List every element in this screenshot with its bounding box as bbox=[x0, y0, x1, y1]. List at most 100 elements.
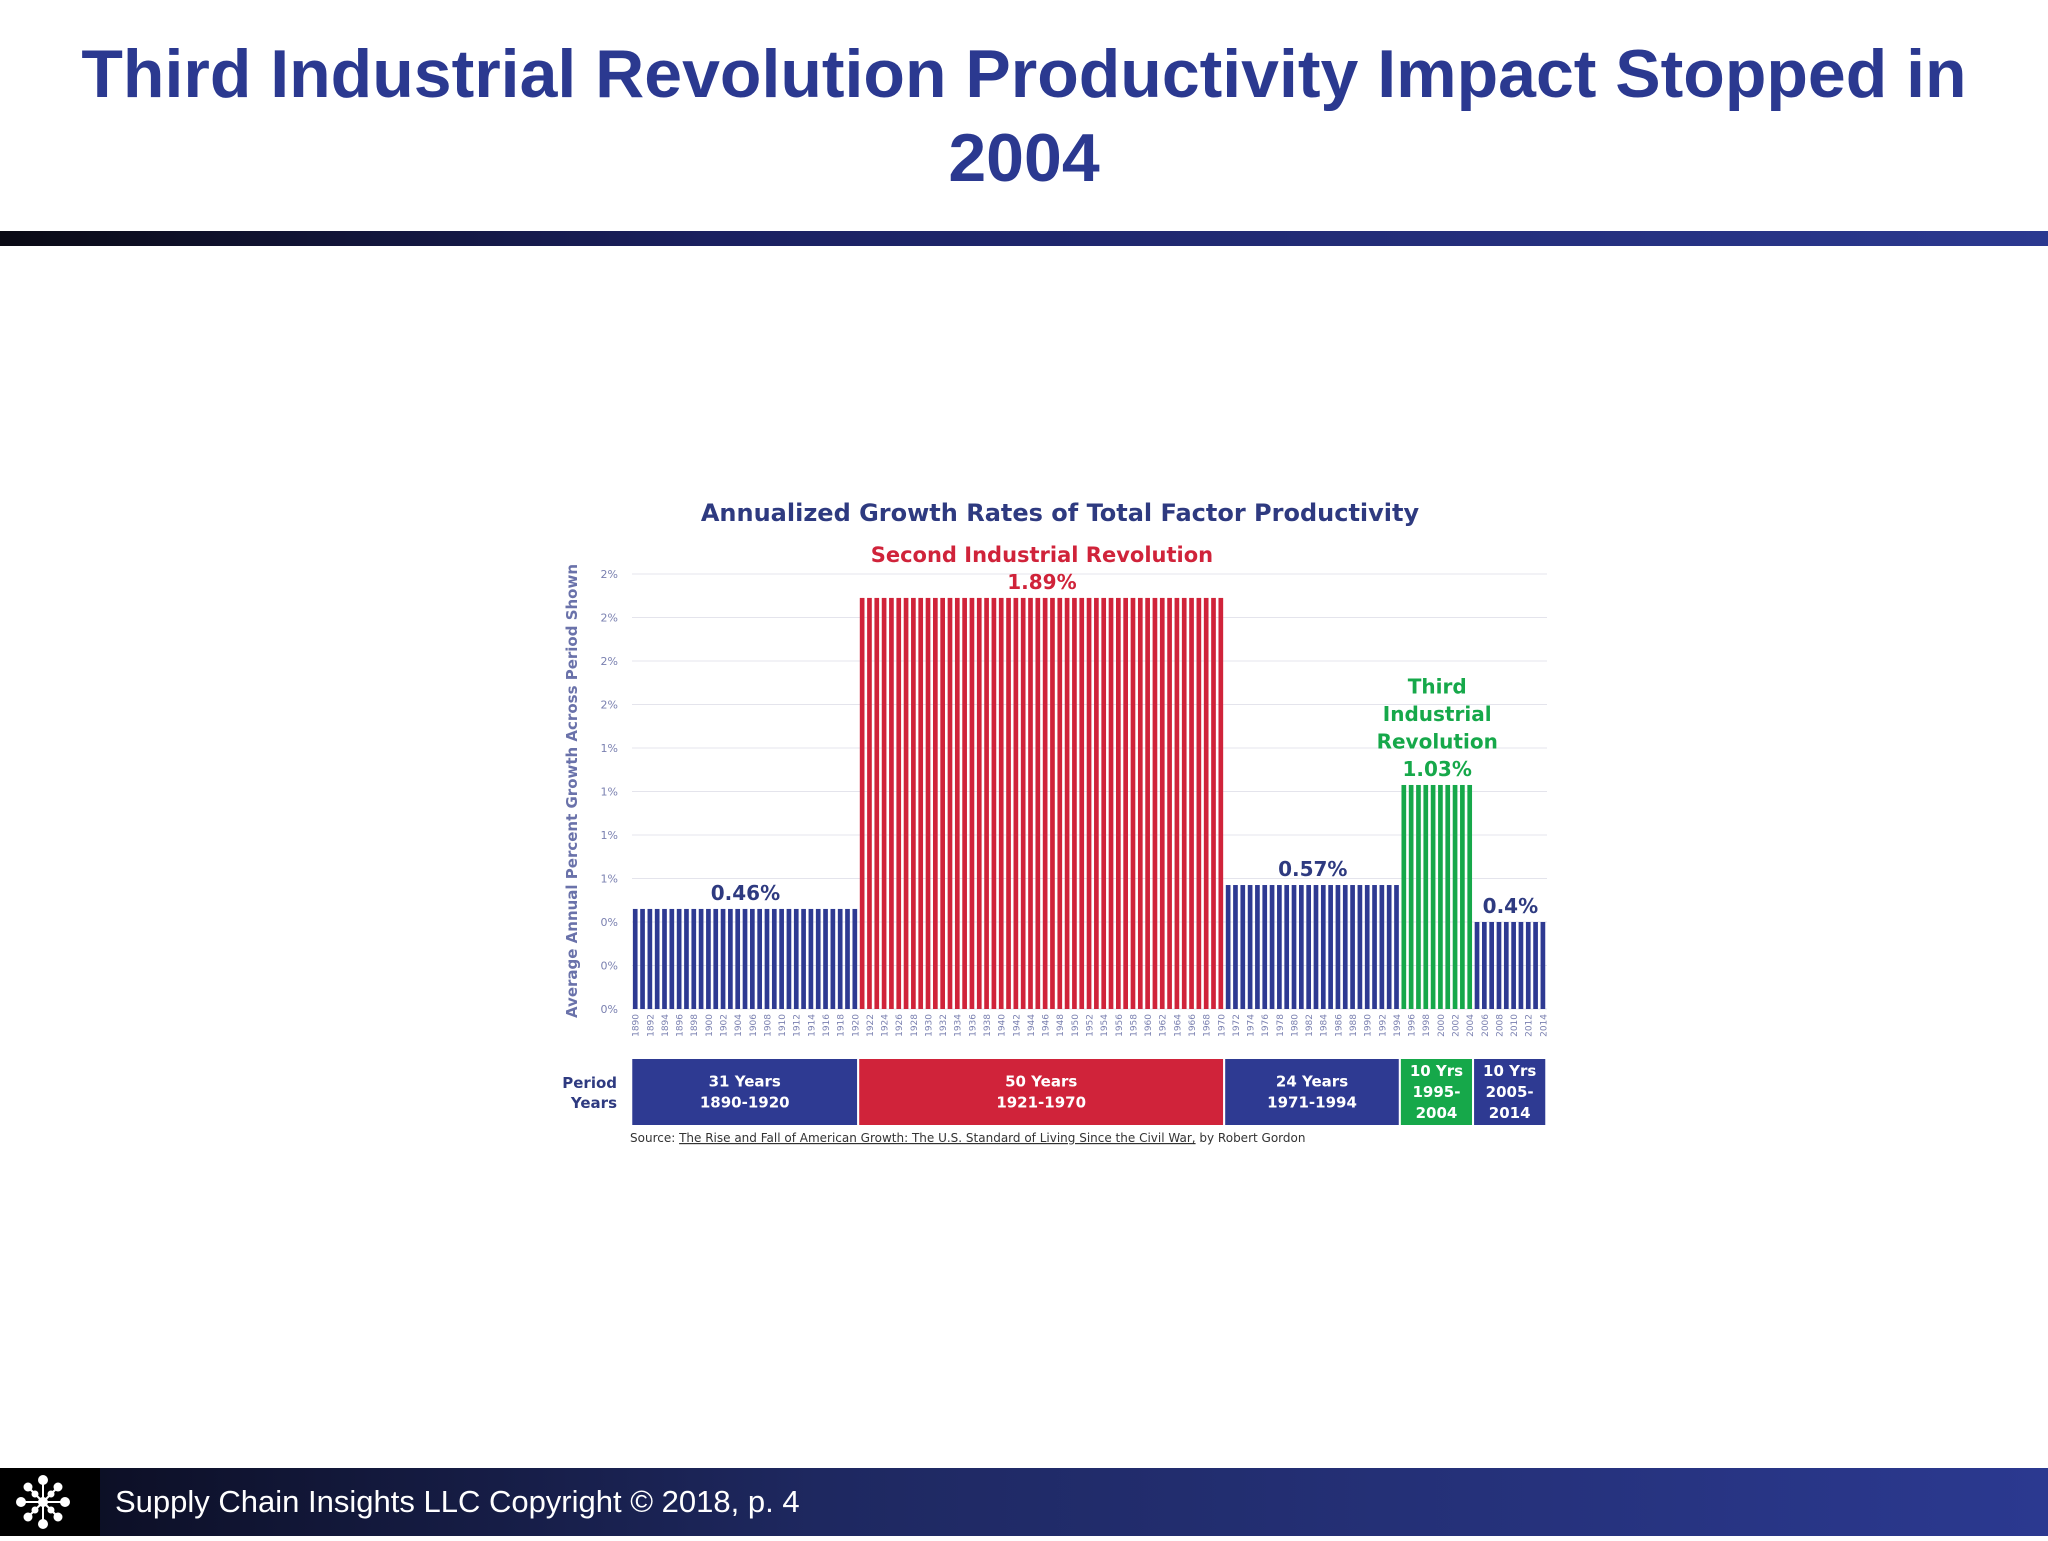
footer-bar: Supply Chain Insights LLC Copyright © 20… bbox=[0, 1468, 2048, 1536]
x-tick-label: 1986 bbox=[1334, 1014, 1344, 1037]
y-tick-label: 0% bbox=[601, 916, 618, 929]
y-tick-label: 2% bbox=[601, 612, 618, 625]
value-label: 1.03% bbox=[1403, 757, 1472, 781]
bar-year-1922 bbox=[867, 597, 872, 1009]
bar-year-1959 bbox=[1137, 597, 1143, 1009]
x-tick-label: 1992 bbox=[1378, 1014, 1388, 1037]
x-tick-label: 1916 bbox=[822, 1014, 832, 1037]
bar-year-1905 bbox=[742, 908, 748, 1009]
bar-year-1913 bbox=[801, 908, 806, 1009]
bar-year-1963 bbox=[1167, 597, 1172, 1009]
period-annotation: Industrial bbox=[1383, 702, 1492, 726]
bar-year-1999 bbox=[1430, 784, 1436, 1009]
x-tick-label: 1914 bbox=[807, 1014, 817, 1037]
y-axis-label: Average Annual Percent Growth Across Per… bbox=[563, 564, 581, 1018]
bar-year-1945 bbox=[1035, 597, 1041, 1009]
bar-year-1891 bbox=[640, 908, 645, 1009]
period-annotation: Revolution bbox=[1377, 729, 1498, 753]
x-tick-label: 1920 bbox=[851, 1014, 861, 1037]
bar-year-1956 bbox=[1115, 597, 1121, 1009]
bar-year-1987 bbox=[1342, 885, 1348, 1009]
bar-year-1967 bbox=[1196, 597, 1202, 1009]
x-tick-label: 1948 bbox=[1056, 1014, 1066, 1037]
bar-year-2006 bbox=[1481, 922, 1487, 1009]
bar-year-1986 bbox=[1335, 885, 1341, 1009]
x-tick-label: 1898 bbox=[690, 1014, 700, 1037]
bar-year-1935 bbox=[962, 597, 967, 1009]
x-tick-label: 1936 bbox=[968, 1014, 978, 1037]
x-tick-label: 1890 bbox=[632, 1014, 642, 1037]
bar-year-1938 bbox=[984, 597, 989, 1009]
x-tick-label: 1906 bbox=[749, 1014, 759, 1037]
period-box-label: 2005- bbox=[1486, 1083, 1534, 1101]
bar-year-1926 bbox=[896, 597, 902, 1009]
x-tick-label: 2010 bbox=[1510, 1014, 1520, 1037]
bar-year-1983 bbox=[1313, 885, 1319, 1009]
bar-year-1947 bbox=[1050, 597, 1055, 1009]
x-tick-label: 1894 bbox=[661, 1014, 671, 1037]
period-annotation: Third bbox=[1408, 674, 1467, 698]
source-note: Source: The Rise and Fall of American Gr… bbox=[630, 1131, 1305, 1145]
bar-year-1985 bbox=[1328, 885, 1333, 1009]
bar-year-1904 bbox=[735, 908, 741, 1009]
bar-year-1910 bbox=[779, 908, 784, 1009]
bar-year-1912 bbox=[793, 908, 799, 1009]
x-tick-label: 1958 bbox=[1129, 1014, 1139, 1037]
x-tick-label: 2012 bbox=[1525, 1014, 1535, 1037]
source-prefix: Source: bbox=[630, 1131, 679, 1145]
bar-year-1899 bbox=[698, 908, 704, 1009]
bar-year-1979 bbox=[1284, 885, 1290, 1009]
x-tick-label: 1956 bbox=[1115, 1014, 1125, 1037]
period-box-label: 2014 bbox=[1489, 1104, 1531, 1122]
bar-year-1998 bbox=[1423, 784, 1429, 1009]
bar-year-1951 bbox=[1079, 597, 1085, 1009]
bar-year-1901 bbox=[713, 908, 719, 1009]
x-tick-label: 1962 bbox=[1159, 1014, 1169, 1037]
bar-year-1892 bbox=[647, 908, 653, 1009]
y-tick-label: 0% bbox=[601, 960, 618, 973]
bar-year-1940 bbox=[998, 597, 1004, 1009]
bar-year-1925 bbox=[889, 597, 894, 1009]
bar-year-1895 bbox=[669, 908, 675, 1009]
bar-year-2003 bbox=[1460, 784, 1465, 1009]
bar-year-1944 bbox=[1028, 597, 1033, 1009]
period-box-label: 2004 bbox=[1416, 1104, 1458, 1122]
bar-year-1994 bbox=[1394, 885, 1399, 1009]
x-tick-label: 1970 bbox=[1217, 1014, 1227, 1037]
bar-year-1992 bbox=[1379, 885, 1385, 1009]
bar-year-1952 bbox=[1086, 597, 1092, 1009]
bar-year-1973 bbox=[1240, 885, 1246, 1009]
bar-year-1893 bbox=[654, 908, 660, 1009]
period-box-label: 1890-1920 bbox=[700, 1094, 790, 1112]
bar-year-1968 bbox=[1203, 597, 1209, 1009]
y-tick-label: 2% bbox=[601, 699, 618, 712]
bar-year-1960 bbox=[1145, 597, 1150, 1009]
bar-year-2010 bbox=[1511, 922, 1516, 1009]
bar-year-1920 bbox=[852, 908, 858, 1009]
period-row-label: Period bbox=[562, 1074, 617, 1092]
bar-year-1990 bbox=[1364, 885, 1370, 1009]
source-title: The Rise and Fall of American Growth: Th… bbox=[678, 1131, 1196, 1145]
bar-year-1916 bbox=[823, 908, 828, 1009]
bar-year-1921 bbox=[859, 597, 865, 1009]
x-tick-label: 1904 bbox=[734, 1014, 744, 1037]
period-row-label: Years bbox=[570, 1094, 617, 1112]
bar-year-1898 bbox=[691, 908, 697, 1009]
bar-year-1974 bbox=[1247, 885, 1253, 1009]
x-tick-label: 1902 bbox=[720, 1014, 730, 1037]
bar-year-1943 bbox=[1020, 597, 1026, 1009]
x-tick-label: 1980 bbox=[1290, 1014, 1300, 1037]
x-tick-label: 1950 bbox=[1071, 1014, 1081, 1037]
logo bbox=[0, 1468, 100, 1536]
x-tick-label: 1932 bbox=[939, 1014, 949, 1037]
x-tick-label: 1960 bbox=[1144, 1014, 1154, 1037]
x-tick-label: 1946 bbox=[1042, 1014, 1052, 1037]
bar-year-1958 bbox=[1130, 597, 1136, 1009]
bar-year-1918 bbox=[837, 908, 843, 1009]
period-box bbox=[1398, 1057, 1475, 1127]
bar-year-2004 bbox=[1467, 784, 1473, 1009]
y-tick-label: 0% bbox=[601, 1003, 618, 1016]
x-tick-label: 1978 bbox=[1276, 1014, 1286, 1037]
bar-year-2009 bbox=[1503, 922, 1509, 1009]
period-box-label: 1921-1970 bbox=[996, 1094, 1086, 1112]
